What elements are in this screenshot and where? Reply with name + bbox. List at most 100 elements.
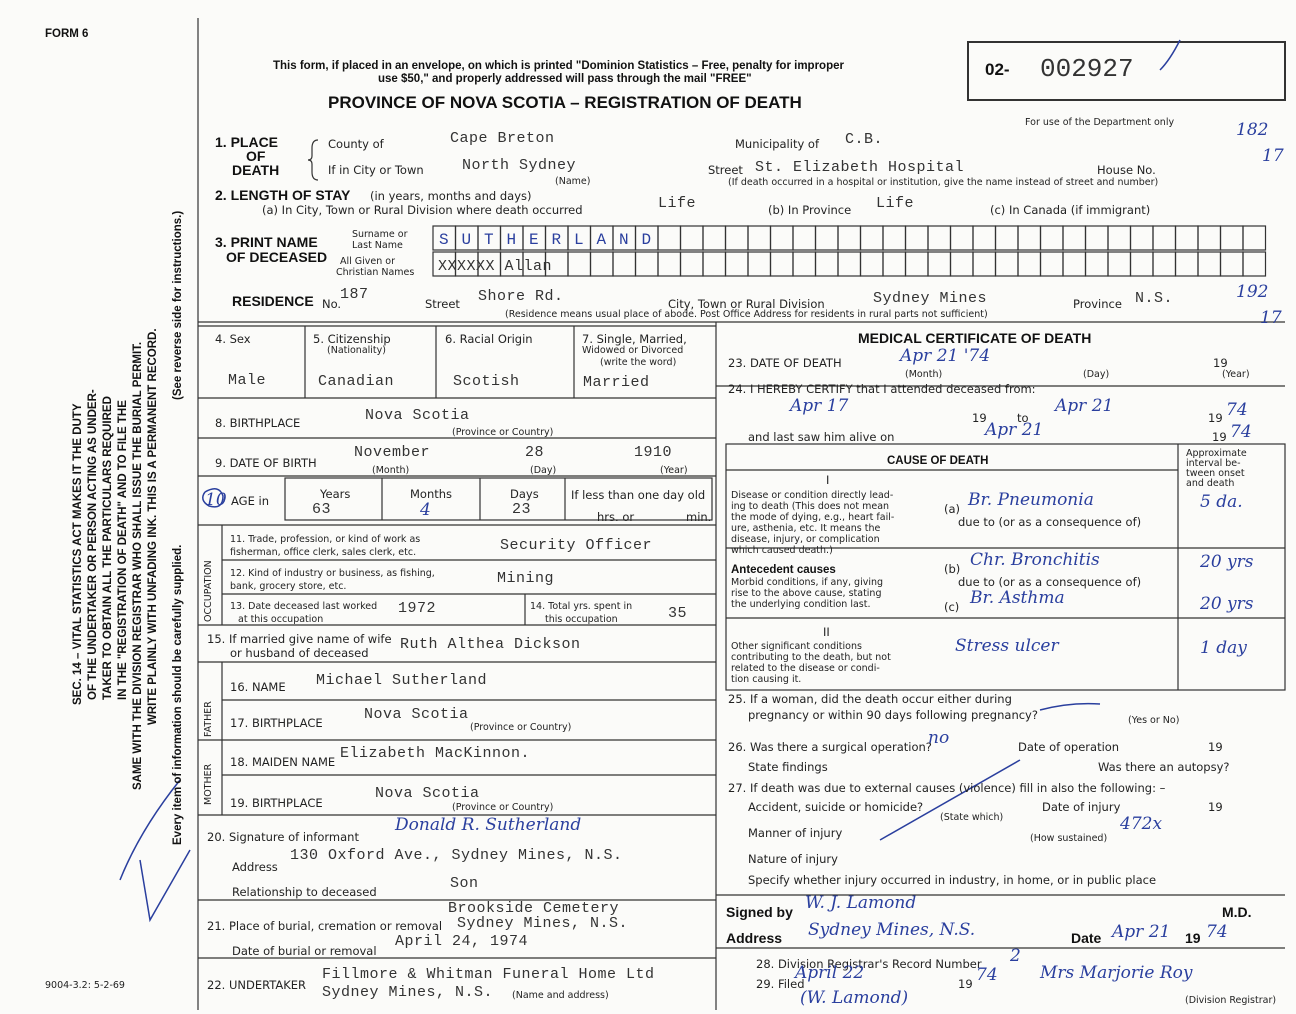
form-text: disease, injury, or complication [731,534,880,545]
form-text: Elizabeth MacKinnon. [340,745,531,762]
letter-box [837,225,862,251]
form-text: City, Town or Rural Division [668,297,825,311]
letter-box [747,251,772,277]
form-text: and death [1186,478,1235,489]
letter-box [679,225,704,251]
form-text: N.S. [1135,290,1174,307]
form-text: 1 day [1200,638,1247,658]
letter-box [702,251,727,277]
form-text: XXXXXX Allan [438,258,553,275]
form-text: Life [876,195,915,212]
form-text: WRITE PLAINLY WITH UNFADING INK. THIS IS… [147,328,159,725]
form-text: 17 [1262,146,1284,166]
letter-box [1062,225,1087,251]
form-text: For use of the Department only [1025,117,1175,128]
form-text: 28. Division Registrar's Record Number [756,957,982,971]
form-text: Antecedent causes [731,564,836,576]
form-text: 19 [1213,356,1228,370]
form-text: the mode of dying, e.g., heart fail- [731,512,895,523]
form-text: Br. Asthma [970,588,1065,608]
form-text: (Day) [530,465,557,476]
letter-box [769,225,794,251]
form-text: Sydney Mines, N.S. [808,920,976,940]
form-text: Days [510,487,539,501]
letter-box [1197,251,1222,277]
form-text: April 24, 1974 [395,933,529,950]
form-text: SAME WITH THE DIVISION REGISTRAR WHO SHA… [132,341,144,790]
form-text: MOTHER [203,763,214,805]
form-text: (Province or Country) [452,802,554,813]
form-text: Address [232,860,278,874]
form-text: use $50," and properly addressed will pa… [378,73,752,85]
letter-box [589,251,614,277]
letter-box [927,251,952,277]
form-text: (b) [944,562,961,576]
form-text: no [928,728,950,748]
letter-box [1242,225,1267,251]
form-text: 2 [1010,946,1021,966]
form-text: 18. MAIDEN NAME [230,755,336,769]
form-text: (Month) [372,465,410,476]
letter-box [1039,251,1064,277]
form-text: at this occupation [238,614,324,625]
form-text: (Residence means usual place of abode. P… [505,309,988,320]
letter-box [1017,251,1042,277]
form-text: min. [686,510,712,524]
form-text: Shore Rd. [478,288,564,305]
letter-box [1039,225,1064,251]
form-text: Other significant conditions [731,641,862,652]
letter-box [994,251,1019,277]
form-text: OF [246,148,266,164]
form-text: 27. If death was due to external causes … [728,781,1166,795]
letter-box [702,225,727,251]
form-text: Married [583,374,650,391]
form-text: C.B. [845,131,884,148]
form-text: or husband of deceased [230,646,369,660]
form-text: (Month) [905,369,943,380]
form-text: 9. DATE OF BIRTH [215,456,317,470]
form-text: Son [450,875,479,892]
form-text: 5 da. [1200,492,1243,512]
form-text: (See reverse side for instructions.) [172,210,184,400]
letter-box [972,225,997,251]
form-text: April 22 [795,963,865,983]
letter-box [1174,251,1199,277]
form-text: 17. BIRTHPLACE [230,716,323,730]
letter-box [792,225,817,251]
letter-box [859,251,884,277]
form-text: (How sustained) [1030,833,1108,844]
form-text: Life [658,195,697,212]
form-text: Stress ulcer [955,636,1059,656]
form-text: 29. Filed [756,977,805,991]
form-text: (Name) [555,176,591,187]
form-text: due to (or as a consequence of) [958,515,1142,529]
form-text: 19 [1208,740,1223,754]
form-text: Date of operation [1018,740,1120,754]
form-text: Ruth Althea Dickson [400,636,581,653]
form-text: Widowed or Divorced [582,345,684,356]
form-text: Months [410,487,453,501]
letter-box [1084,251,1109,277]
form-text: OF DECEASED [226,249,328,265]
letter-box [1174,225,1199,251]
form-text: Cape Breton [450,130,555,147]
letter-box [949,251,974,277]
form-text: Nova Scotia [365,407,470,424]
letter-box [1017,225,1042,251]
form-text: 20 yrs [1200,552,1254,572]
letter-box [747,225,772,251]
letter-box [634,251,659,277]
form-text: contributing to the death, but not [731,652,891,663]
form-text: Apr 21 '74 [900,346,991,366]
form-text: 130 Oxford Ave., Sydney Mines, N.S. [290,847,623,864]
form-text: Surname or [352,229,408,240]
form-text: Nova Scotia [375,785,480,802]
letter-box [994,225,1019,251]
form-text: 26. Was there a surgical operation? [728,740,932,754]
form-text: Years [320,487,351,501]
form-text: Apr 21 [985,420,1044,440]
form-text: tion causing it. [731,674,802,685]
form-text: 20 yrs [1200,594,1254,614]
form-text: ure, asthenia, etc. It means the [731,523,881,534]
form-text: (a) [944,502,961,516]
